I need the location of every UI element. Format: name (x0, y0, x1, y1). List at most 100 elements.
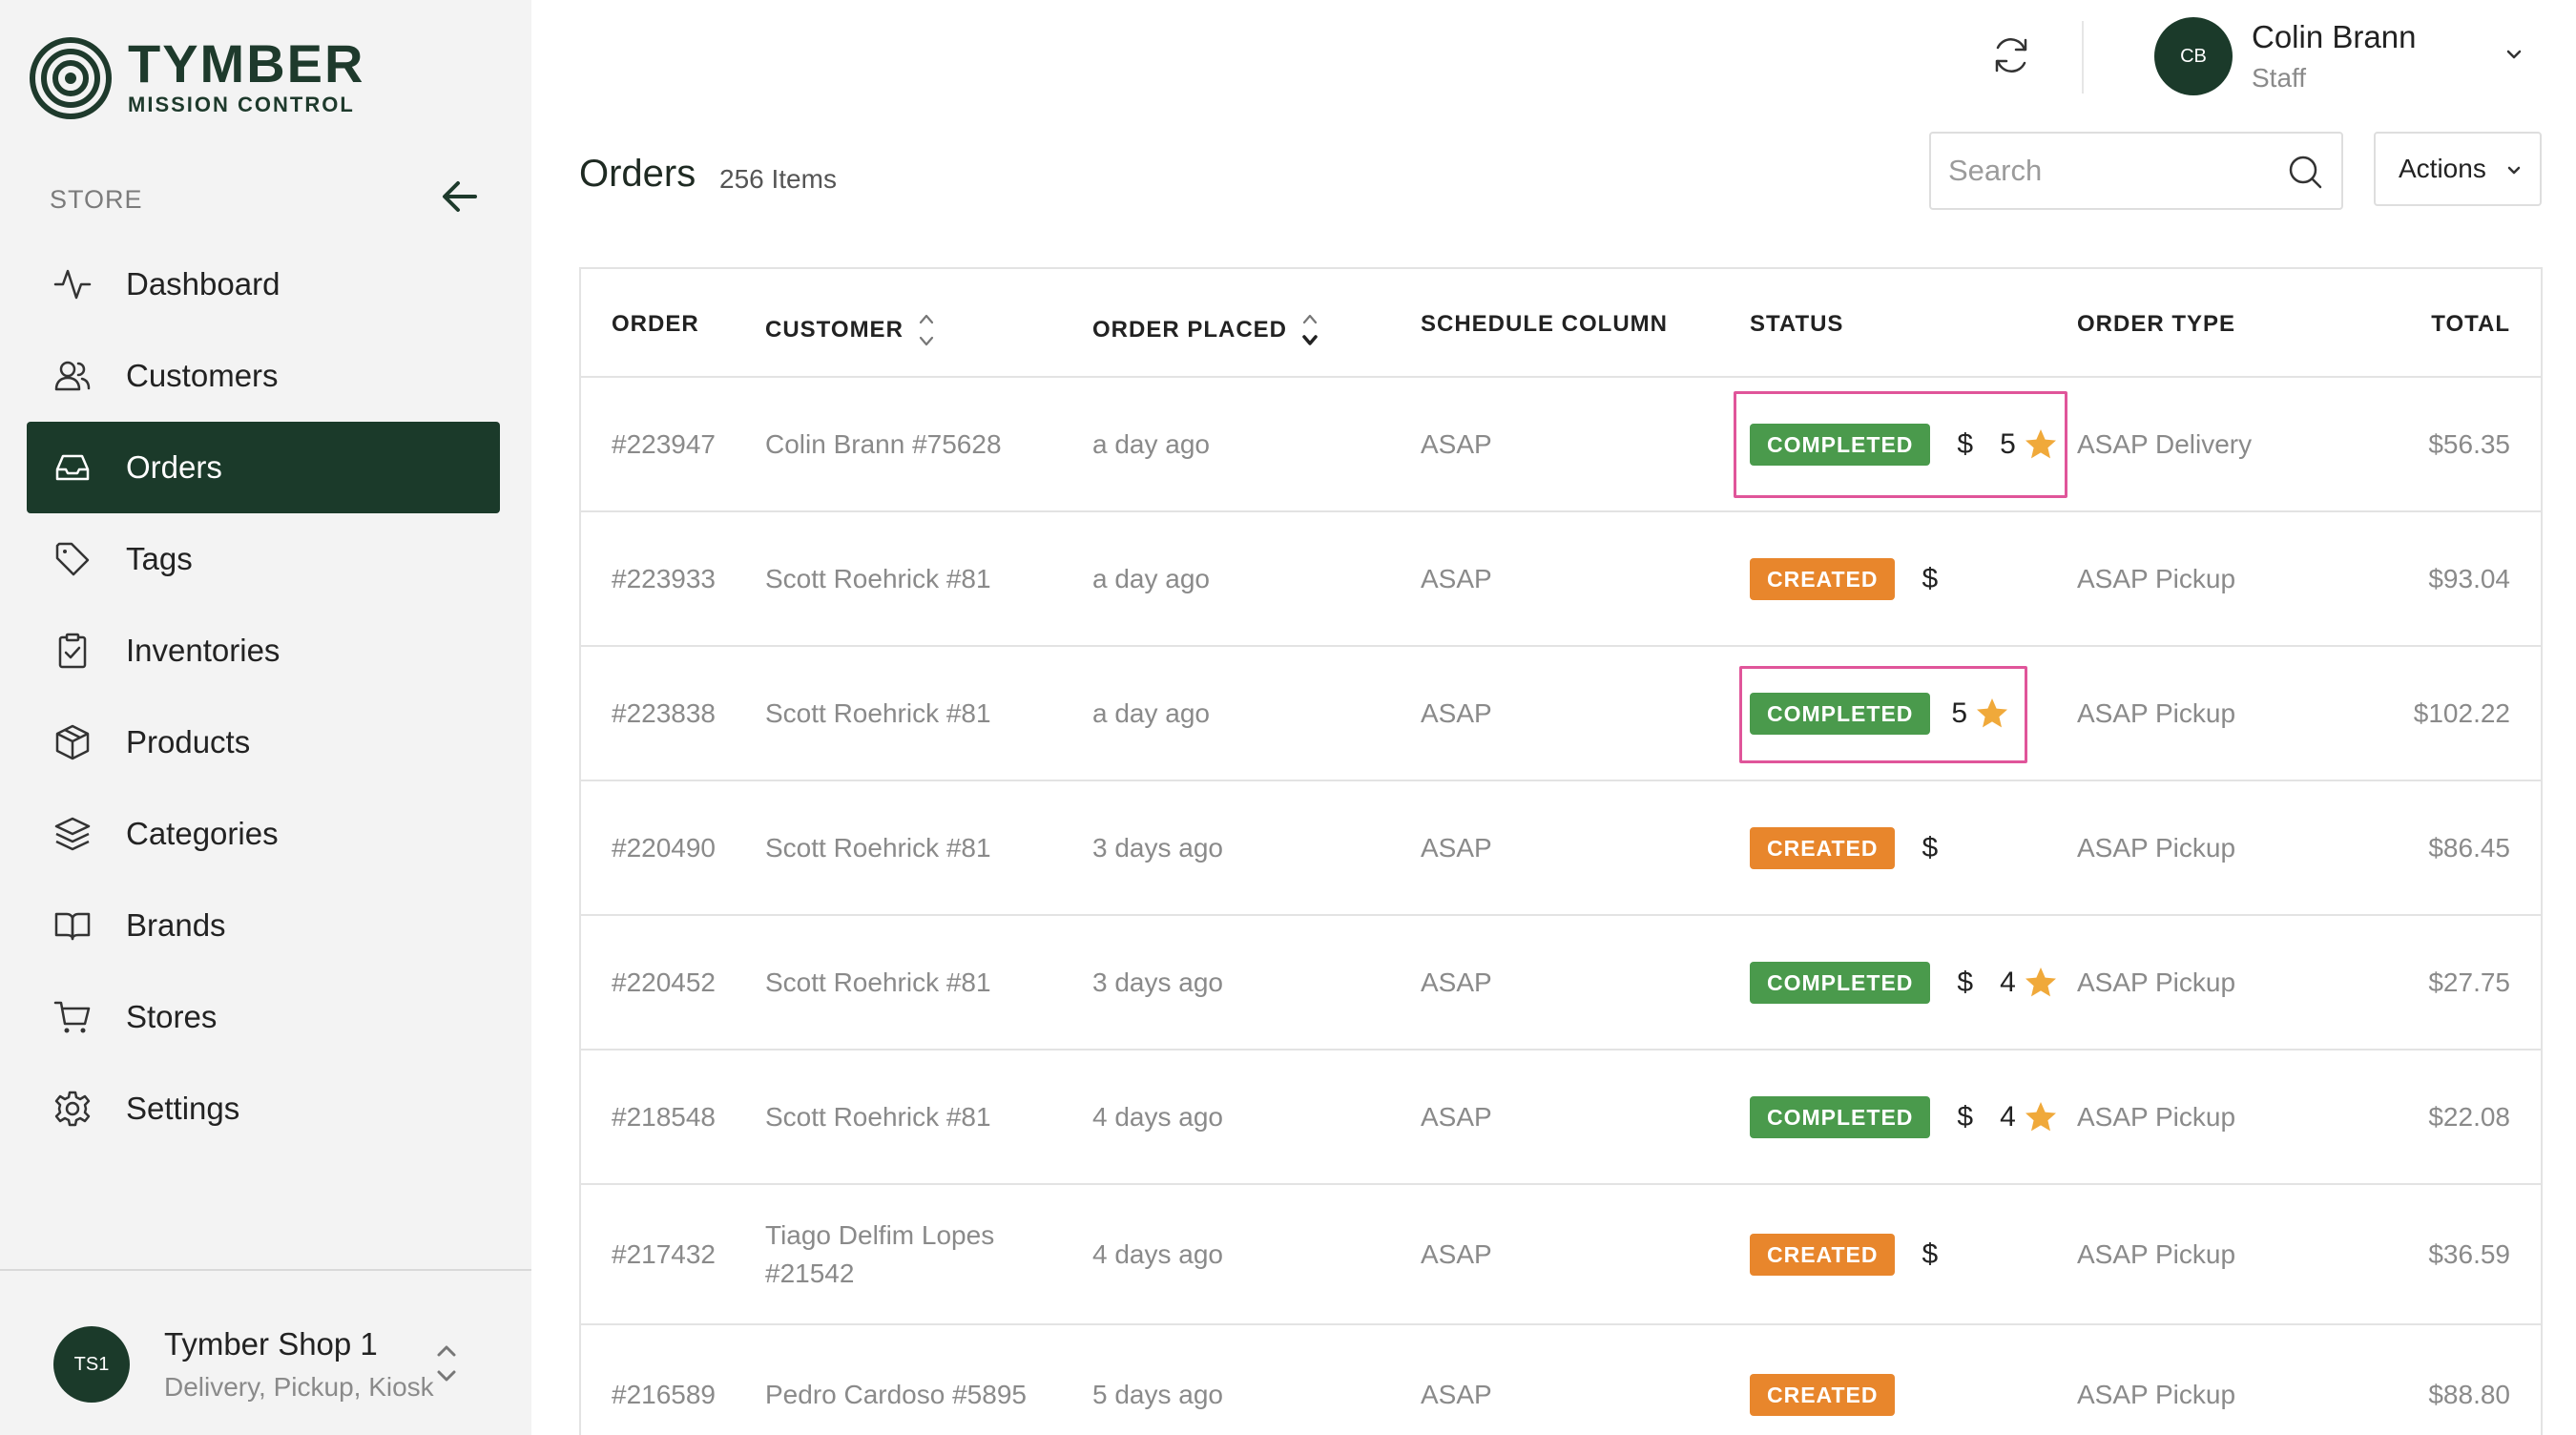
logo[interactable]: TYMBER MISSION CONTROL (29, 36, 364, 120)
user-role: Staff (2252, 63, 2307, 93)
sidebar-item-tags[interactable]: Tags (27, 513, 500, 605)
sidebar-item-inventories[interactable]: Inventories (27, 605, 500, 697)
sidebar-item-label: Orders (126, 449, 222, 485)
chevron-up-down-icon (437, 1345, 456, 1382)
box-icon (52, 721, 93, 763)
search-box[interactable] (1929, 132, 2343, 210)
star-icon (2025, 428, 2056, 458)
customer-name: Scott Roehrick #81 (765, 1101, 991, 1132)
sort-icon[interactable] (917, 311, 936, 349)
status-cell: COMPLETED 5 (1750, 692, 2009, 735)
sidebar-item-stores[interactable]: Stores (27, 971, 500, 1063)
paid-indicator: $ (1922, 831, 1939, 863)
schedule: ASAP (1421, 1101, 1492, 1132)
refresh-icon (1995, 38, 2027, 73)
sidebar-item-orders[interactable]: Orders (27, 422, 500, 513)
search-input[interactable] (1948, 154, 2273, 188)
table-row[interactable]: #223838 Scott Roehrick #81 a day ago ASA… (581, 647, 2541, 781)
order-id[interactable]: #223838 (612, 697, 717, 728)
column-header-order-type: ORDER TYPE (2077, 311, 2236, 337)
sidebar-item-brands[interactable]: Brands (27, 880, 500, 971)
paid-indicator: $ (1957, 1100, 1974, 1133)
table-row[interactable]: #217432 Tiago Delfim Lopes #21542 4 days… (581, 1185, 2541, 1325)
status-cell: CREATED (1750, 1373, 1896, 1416)
schedule: ASAP (1421, 1238, 1492, 1269)
sidebar-divider (0, 1269, 531, 1271)
sidebar-item-label: Settings (126, 1091, 240, 1126)
column-header-status: STATUS (1750, 311, 1844, 337)
sidebar-item-dashboard[interactable]: Dashboard (27, 239, 500, 330)
actions-button[interactable]: Actions (2374, 132, 2542, 206)
order-id[interactable]: #220490 (612, 832, 717, 863)
item-count: 256 Items (719, 164, 837, 194)
order-type: ASAP Pickup (2077, 1238, 2236, 1269)
sidebar-item-customers[interactable]: Customers (27, 330, 500, 422)
activity-icon (52, 263, 93, 305)
user-menu[interactable]: CB Colin Brann Staff (2154, 17, 2416, 95)
order-total: $56.35 (2428, 428, 2510, 459)
order-total: $22.08 (2428, 1101, 2510, 1132)
status-cell: CREATED $ (1750, 826, 1939, 869)
sidebar-item-settings[interactable]: Settings (27, 1063, 500, 1154)
status-cell: CREATED $ (1750, 1233, 1939, 1276)
order-id[interactable]: #223947 (612, 428, 717, 459)
chevron-down-icon[interactable] (2503, 44, 2524, 65)
gear-icon (52, 1088, 93, 1130)
sidebar-item-products[interactable]: Products (27, 697, 500, 788)
status-badge: COMPLETED (1750, 692, 1931, 735)
paid-indicator: $ (1957, 966, 1974, 998)
schedule: ASAP (1421, 563, 1492, 593)
search-icon[interactable] (2286, 153, 2324, 191)
order-id[interactable]: #218548 (612, 1101, 717, 1132)
table-row[interactable]: #220490 Scott Roehrick #81 3 days ago AS… (581, 781, 2541, 916)
cart-icon (52, 996, 93, 1038)
sidebar: TYMBER MISSION CONTROL STORE Dashboard C… (0, 0, 531, 1435)
schedule: ASAP (1421, 832, 1492, 863)
orders-table: ORDER CUSTOMER ORDER PLACED SCHEDULE COL… (579, 267, 2543, 1435)
sort-descending-icon[interactable] (1300, 311, 1319, 349)
status-badge: CREATED (1750, 1373, 1896, 1416)
table-row[interactable]: #216589 Pedro Cardoso #5895 5 days ago A… (581, 1325, 2541, 1435)
order-id[interactable]: #216589 (612, 1379, 717, 1409)
table-row[interactable]: #223933 Scott Roehrick #81 a day ago ASA… (581, 512, 2541, 647)
order-id[interactable]: #223933 (612, 563, 717, 593)
paid-indicator: $ (1922, 562, 1939, 594)
customer-name: Tiago Delfim Lopes #21542 (765, 1219, 995, 1288)
star-icon (2025, 967, 2056, 996)
order-id[interactable]: #217432 (612, 1238, 717, 1269)
status-badge: CREATED (1750, 826, 1896, 869)
refresh-button[interactable] (1988, 32, 2034, 78)
table-row[interactable]: #223947 Colin Brann #75628 a day ago ASA… (581, 378, 2541, 512)
arrow-left-icon (443, 181, 477, 212)
rating-value: 5 (1951, 697, 1968, 729)
column-header-customer[interactable]: CUSTOMER (765, 311, 936, 349)
table-row[interactable]: #220452 Scott Roehrick #81 3 days ago AS… (581, 916, 2541, 1050)
users-icon (52, 355, 93, 397)
status-cell: COMPLETED $ 4 (1750, 961, 2058, 1004)
shop-switcher[interactable]: TS1 Tymber Shop 1 Delivery, Pickup, Kios… (53, 1326, 473, 1403)
status-badge: COMPLETED (1750, 1095, 1931, 1138)
collapse-sidebar-button[interactable] (437, 177, 483, 216)
status-cell: COMPLETED $ 5 (1750, 423, 2058, 466)
rating: 5 (2000, 427, 2058, 462)
sidebar-item-label: Dashboard (126, 266, 280, 302)
brand-name: TYMBER (128, 33, 365, 94)
customer-name: Scott Roehrick #81 (765, 832, 991, 863)
paid-indicator: $ (1922, 1237, 1939, 1270)
sidebar-item-categories[interactable]: Categories (27, 788, 500, 880)
order-placed: 4 days ago (1092, 1101, 1223, 1132)
user-name: Colin Brann (2252, 19, 2417, 54)
paid-indicator: $ (1957, 427, 1974, 460)
order-total: $88.80 (2428, 1379, 2510, 1409)
column-header-order-placed[interactable]: ORDER PLACED (1092, 311, 1319, 349)
inbox-icon (52, 447, 93, 489)
order-total: $93.04 (2428, 563, 2510, 593)
shop-avatar: TS1 (53, 1326, 130, 1403)
table-row[interactable]: #218548 Scott Roehrick #81 4 days ago AS… (581, 1050, 2541, 1185)
shop-modes: Delivery, Pickup, Kiosk (164, 1372, 434, 1402)
star-icon (1977, 697, 2008, 727)
customer-name: Scott Roehrick #81 (765, 563, 991, 593)
order-id[interactable]: #220452 (612, 967, 717, 997)
order-total: $27.75 (2428, 967, 2510, 997)
logo-mark-icon (30, 37, 112, 119)
